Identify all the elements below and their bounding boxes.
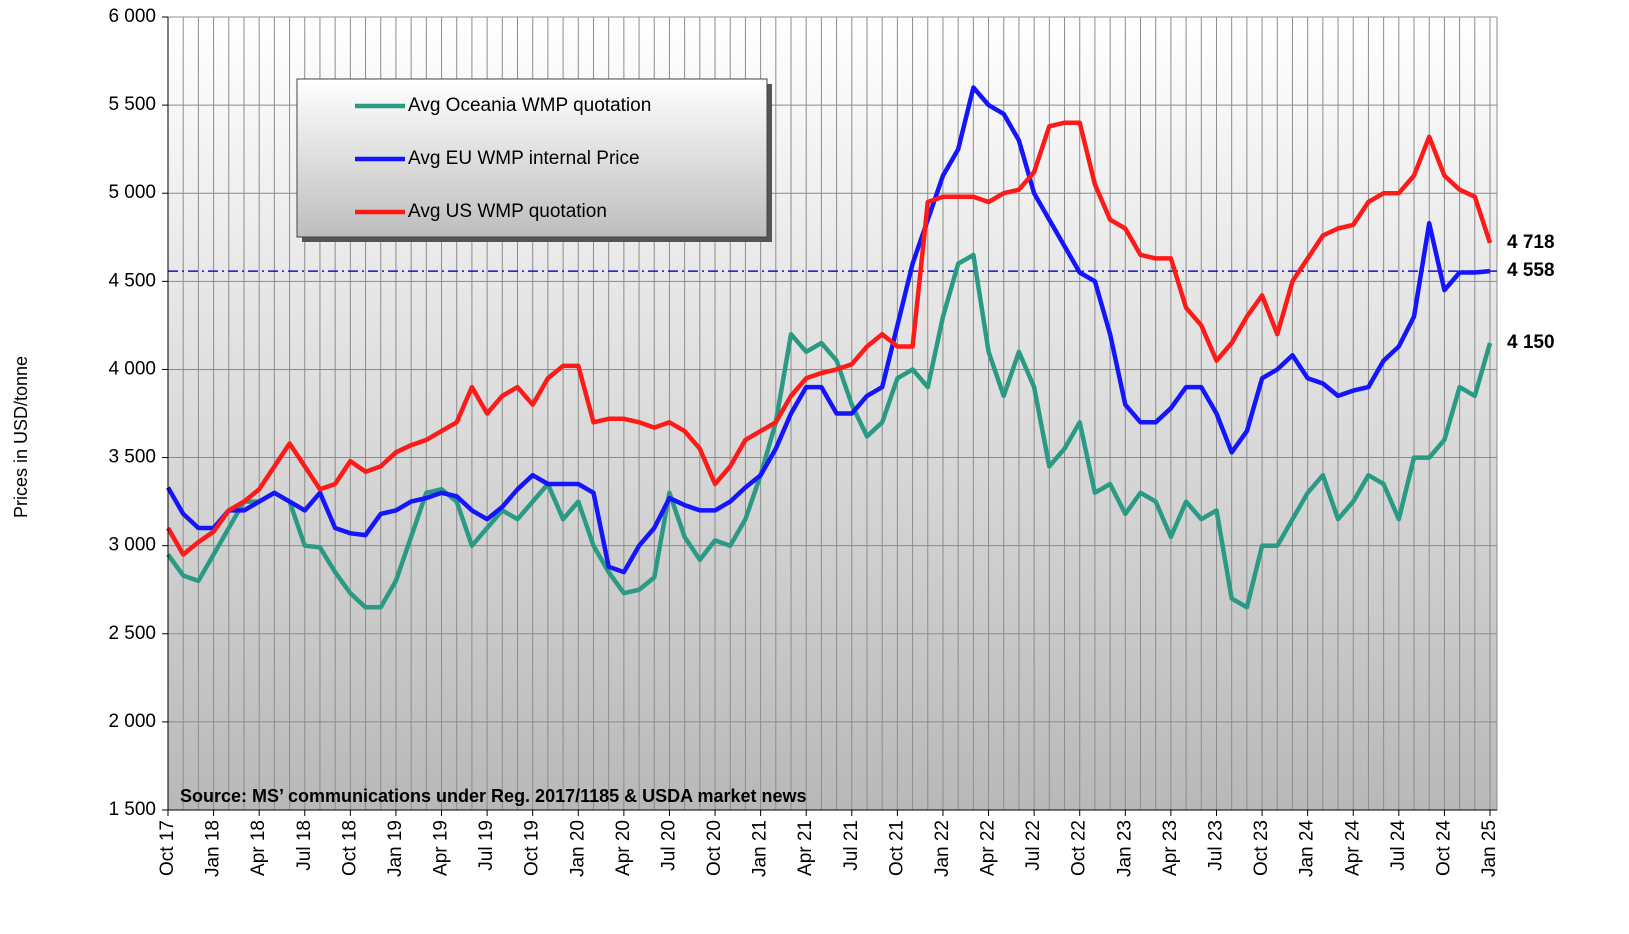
y-tick-label: 4 000 <box>108 358 156 379</box>
x-tick-label: Jul 19 <box>476 820 497 871</box>
end-label: 4 558 <box>1507 260 1555 281</box>
x-tick-label: Oct 20 <box>704 820 725 876</box>
y-tick-label: 6 000 <box>108 6 156 27</box>
source-note: Source: MS’ communications under Reg. 20… <box>180 786 807 806</box>
x-tick-label: Jan 23 <box>1114 820 1135 877</box>
y-tick-label: 5 000 <box>108 182 156 203</box>
legend-label: Avg Oceania WMP quotation <box>408 95 651 116</box>
legend-label: Avg EU WMP internal Price <box>408 148 640 169</box>
x-tick-label: Jul 24 <box>1388 820 1409 871</box>
x-tick-label: Apr 23 <box>1160 820 1181 876</box>
series-line <box>166 120 1493 557</box>
y-tick-label: 5 500 <box>108 94 156 115</box>
legend-label: Avg US WMP quotation <box>408 201 607 222</box>
y-tick-label: 3 000 <box>108 535 156 556</box>
end-label: 4 150 <box>1507 332 1555 353</box>
x-tick-label: Oct 23 <box>1251 820 1272 876</box>
series-line <box>166 85 1491 575</box>
x-tick-label: Jul 20 <box>658 820 679 871</box>
x-tick-label: Apr 19 <box>431 820 452 876</box>
series-line <box>166 252 1493 610</box>
x-tick-label: Oct 19 <box>522 820 543 876</box>
x-tick-label: Jul 21 <box>841 820 862 871</box>
x-tick-label: Jan 22 <box>932 820 953 877</box>
x-tick-label: Oct 21 <box>886 820 907 876</box>
x-tick-label: Jul 23 <box>1205 820 1226 871</box>
x-tick-label: Oct 24 <box>1433 820 1454 876</box>
x-tick-label: Apr 20 <box>613 820 634 876</box>
y-tick-label: 2 500 <box>108 623 156 644</box>
x-tick-label: Jan 21 <box>750 820 771 877</box>
x-tick-label: Apr 22 <box>978 820 999 876</box>
x-tick-label: Oct 22 <box>1069 820 1090 876</box>
y-axis-label: Prices in USD/tonne <box>11 356 31 518</box>
x-tick-label: Jul 18 <box>294 820 315 871</box>
x-tick-label: Jan 24 <box>1297 820 1318 877</box>
x-tick-label: Jul 22 <box>1023 820 1044 871</box>
x-tick-label: Oct 18 <box>339 820 360 876</box>
y-tick-label: 3 500 <box>108 447 156 468</box>
y-tick-label: 4 500 <box>108 270 156 291</box>
end-label: 4 718 <box>1507 232 1555 253</box>
y-tick-label: 2 000 <box>108 711 156 732</box>
x-tick-label: Jan 19 <box>385 820 406 877</box>
x-tick-label: Apr 24 <box>1342 820 1363 876</box>
x-tick-label: Jan 18 <box>203 820 224 877</box>
x-tick-label: Apr 21 <box>795 820 816 876</box>
x-tick-label: Apr 18 <box>248 820 269 876</box>
x-tick-label: Jan 20 <box>567 820 588 877</box>
x-tick-label: Jan 25 <box>1479 820 1500 877</box>
x-tick-label: Oct 17 <box>157 820 178 876</box>
y-tick-label: 1 500 <box>108 799 156 820</box>
